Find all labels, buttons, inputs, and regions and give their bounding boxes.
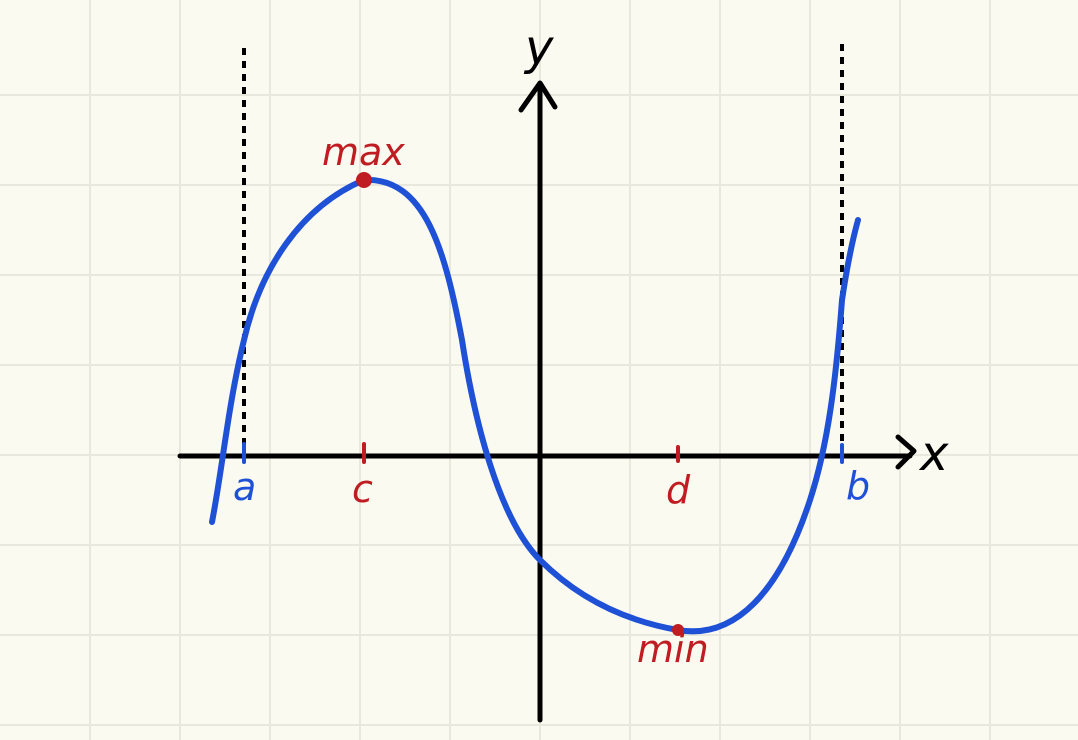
y-axis-label: y <box>523 20 554 76</box>
point-label-b: b <box>846 464 870 508</box>
point-label-a: a <box>233 465 256 509</box>
minimum-label: min <box>637 627 709 671</box>
y-axis-arrowhead <box>518 80 558 113</box>
minimum-point <box>672 624 684 636</box>
x-axis-arrowhead <box>895 434 917 470</box>
point-label-c: c <box>352 467 373 511</box>
function-curve <box>209 176 861 635</box>
maximum-label: max <box>322 130 405 174</box>
point-label-d: d <box>666 468 691 512</box>
x-axis-label: x <box>918 426 949 482</box>
maximum-point <box>356 172 372 188</box>
